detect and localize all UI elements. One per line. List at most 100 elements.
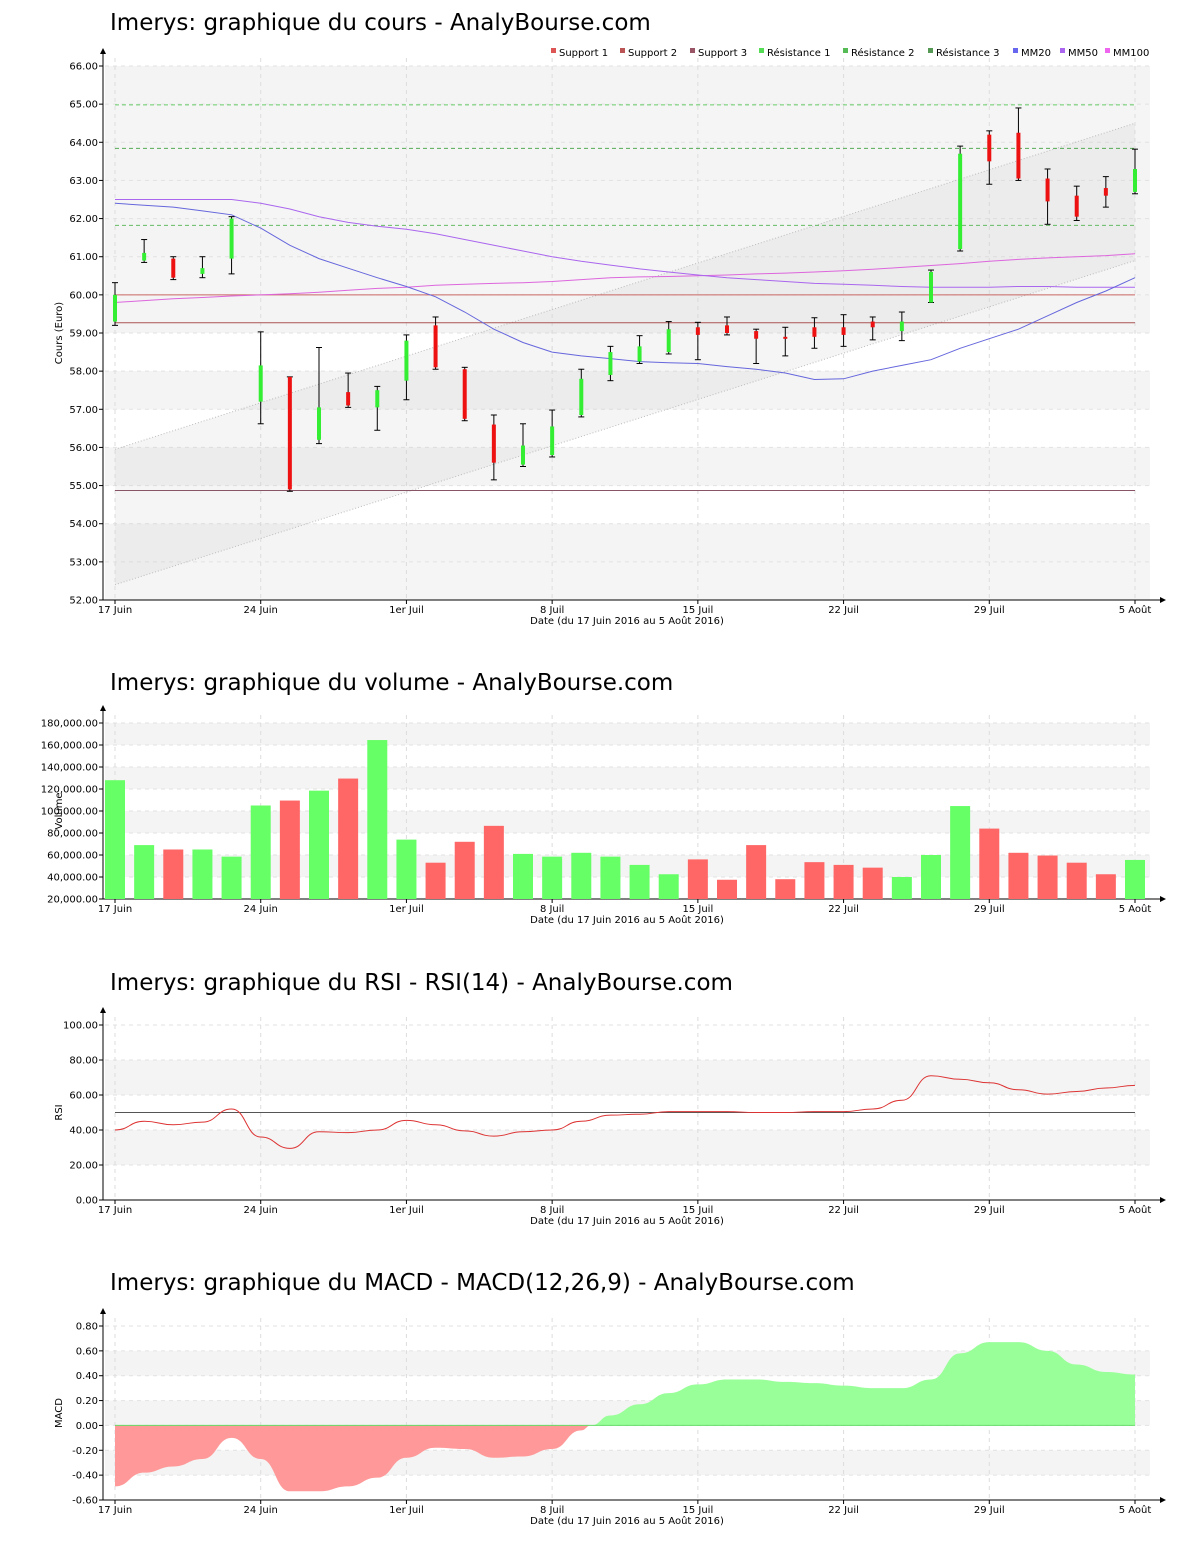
candle [1073,185,1080,221]
candle [607,345,614,382]
volume-bar [833,864,854,899]
price-y-tick-label: 54.00 [69,519,98,530]
candle [928,269,934,303]
candle [869,316,876,341]
macd-chart-panel: Imerys: graphique du MACD - MACD(12,26,9… [0,1260,1200,1550]
candle [257,331,264,425]
volume-x-axis-arrow [1160,896,1166,902]
candle-body [142,252,147,261]
price-grid-band [105,294,1150,333]
macd-x-tick-label: 8 Juil [540,1505,564,1516]
volume-x-tick-label: 29 Juil [974,904,1005,915]
macd-y-tick-label: 0.80 [76,1322,98,1333]
price-x-axis-arrow [1160,597,1166,603]
candle-body [812,327,817,337]
rsi-y-tick-label: 20.00 [69,1161,98,1172]
legend-label: MM50 [1068,48,1098,59]
macd-x-axis-title: Date (du 17 Juin 2016 au 5 Août 2016) [530,1515,724,1527]
price-grid-band [105,256,1150,295]
volume-bar [1066,862,1087,899]
candle [1015,107,1022,181]
price-trend-channel [115,123,1135,585]
macd-y-axis-arrow [100,1308,106,1314]
candle [199,256,206,279]
legend-label: Résistance 1 [767,47,830,59]
legend-swatch [928,48,933,53]
legend-swatch [690,48,695,53]
volume-x-tick-label: 22 Juil [828,904,859,915]
candle [578,368,585,418]
macd-y-axis-title: MACD [54,1398,65,1428]
price-y-tick-label: 64.00 [69,138,98,149]
rsi-chart-title: Imerys: graphique du RSI - RSI(14) - Ana… [110,970,733,996]
candle-body [375,390,380,408]
volume-y-tick-label: 160,000.00 [41,741,98,752]
volume-y-axis-title: Volume [54,792,65,829]
volume-x-axis-title: Date (du 17 Juin 2016 au 5 Août 2016) [530,914,724,926]
volume-grid-band [105,723,1150,745]
rsi-x-tick-label: 8 Juil [540,1205,564,1216]
volume-chart-svg: 20,000.00 40,000.00 60,000.00 80,000.00 100,… [41,705,1166,926]
legend-label: Résistance 2 [851,47,914,59]
volume-bar [862,867,883,899]
candle [549,409,556,458]
candle-body [521,445,525,465]
volume-grid-band [105,767,1150,789]
volume-bar [483,825,504,899]
candle-body [258,365,263,402]
volume-chart-title: Imerys: graphique du volume - AnalyBours… [110,670,674,696]
rsi-chart-svg: 0.00 20.00 40.00 60.00 80.00 100.00 17 Juin 24 … [54,1007,1166,1227]
candle-body [754,331,759,339]
candle [1044,168,1051,225]
volume-bar [629,864,650,899]
candle-body [637,346,642,362]
candle-body [550,426,555,456]
macd-y-tick-label: 0.60 [76,1346,98,1357]
macd-x-tick-label: 1er Juil [389,1505,424,1516]
candle [694,321,701,361]
candle [374,385,381,431]
price-grid-band [105,447,1150,486]
rsi-x-tick-label: 22 Juil [828,1205,859,1216]
macd-positive-area [591,1342,1135,1426]
volume-bar [571,852,592,899]
volume-bar [221,856,242,899]
candle-body [433,325,438,368]
volume-y-tick-label: 40,000.00 [47,873,98,884]
volume-y-axis-arrow [100,705,106,711]
volume-bar [1008,852,1029,899]
price-x-tick-label: 5 Août [1119,604,1152,616]
price-x-tick-label: 24 Juin [244,605,278,616]
candle [811,317,818,349]
candle-body [462,369,467,419]
candle-body [346,392,351,406]
macd-x-tick-label: 29 Juil [974,1505,1005,1516]
rsi-x-axis-title: Date (du 17 Juin 2016 au 5 Août 2016) [530,1215,724,1227]
price-x-axis-title: Date (du 17 Juin 2016 au 5 Août 2016) [530,615,724,627]
price-y-axis-arrow [100,48,106,54]
macd-y-tick-label: 0.00 [76,1421,98,1432]
price-y-tick-label: 56.00 [69,443,98,454]
mm20-line [114,202,1136,381]
candle [753,328,760,365]
price-y-tick-label: 59.00 [69,329,98,340]
candle [782,326,789,357]
volume-x-tick-label: 15 Juil [682,904,713,915]
candle-body [958,153,963,250]
price-x-tick-label: 17 Juin [98,605,132,616]
macd-chart-svg: -0.60 -0.40 -0.20 0.00 0.20 0.40 0.60 0.80 17 Ju… [54,1308,1166,1527]
candle-body [491,424,496,463]
candle [490,414,497,481]
rsi-x-axis-arrow [1160,1197,1166,1203]
candle-body [841,327,846,335]
volume-bar [775,879,796,899]
price-x-tick-label: 8 Juil [540,605,564,616]
volume-bar [367,740,388,899]
legend-swatch [551,48,556,53]
macd-y-tick-label: -0.40 [72,1471,98,1482]
price-grid-band [105,523,1150,562]
price-chart-panel: Imerys: graphique du cours - AnalyBourse… [0,0,1200,640]
legend-label: Résistance 3 [936,47,999,59]
volume-y-tick-label: 140,000.00 [41,763,98,774]
volume-bar [134,845,155,899]
